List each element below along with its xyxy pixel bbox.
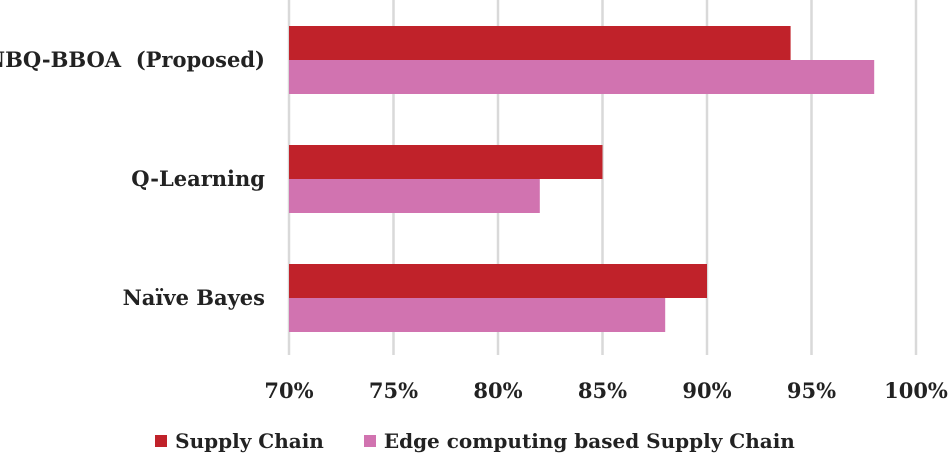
bar-supply-chain-2 [289,264,707,298]
chart-legend: Supply Chain Edge computing based Supply… [0,425,950,457]
x-tick-label-80: 80% [473,378,522,403]
legend-swatch-edge-supply-chain [363,435,376,447]
legend-label-supply-chain: Supply Chain [175,429,324,453]
x-tick-label-100: 100% [884,378,948,403]
x-tick-label-75: 75% [369,378,418,403]
x-tick-label-90: 90% [682,378,731,403]
x-tick-label-70: 70% [264,378,313,403]
x-tick-label-95: 95% [787,378,836,403]
bar-supply-chain-0 [289,26,791,60]
bar-supply-chain-1 [289,145,603,179]
legend-label-edge-supply-chain: Edge computing based Supply Chain [383,429,795,453]
bar-edge-supply-chain-0 [289,60,875,94]
bar-edge-supply-chain-1 [289,179,540,213]
bar-chart: 70% 75% 80% 85% 90% 95% 100% NBQ-BBOA (Proposed… [0,0,948,403]
category-label-1: Q-Learning [131,166,265,191]
x-tick-label-85: 85% [578,378,627,403]
bar-edge-supply-chain-2 [289,298,666,332]
category-label-0: NBQ-BBOA (Proposed) [0,47,265,72]
legend-item-edge-supply-chain: Edge computing based Supply Chain [363,429,795,453]
legend-swatch-supply-chain [155,435,168,447]
category-label-2: Naïve Bayes [123,285,265,310]
legend-item-supply-chain: Supply Chain [155,429,324,453]
